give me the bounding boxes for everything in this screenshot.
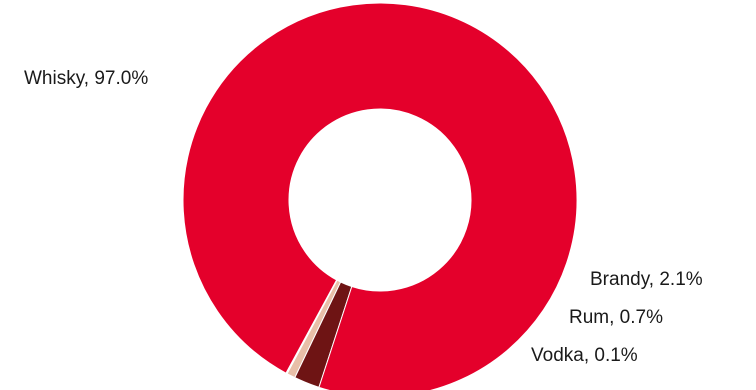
slice-labels: Whisky, 97.0% Brandy, 2.1% Rum, 0.7% Vod… <box>24 68 703 366</box>
slice-brandy <box>294 281 353 388</box>
slice-label-vodka: Vodka, 0.1% <box>531 345 638 366</box>
slice-whisky <box>182 2 578 390</box>
slice-label-whisky: Whisky, 97.0% <box>24 68 148 89</box>
donut-slices <box>182 2 578 390</box>
slice-label-brandy: Brandy, 2.1% <box>590 269 703 290</box>
slice-label-rum: Rum, 0.7% <box>569 307 663 328</box>
